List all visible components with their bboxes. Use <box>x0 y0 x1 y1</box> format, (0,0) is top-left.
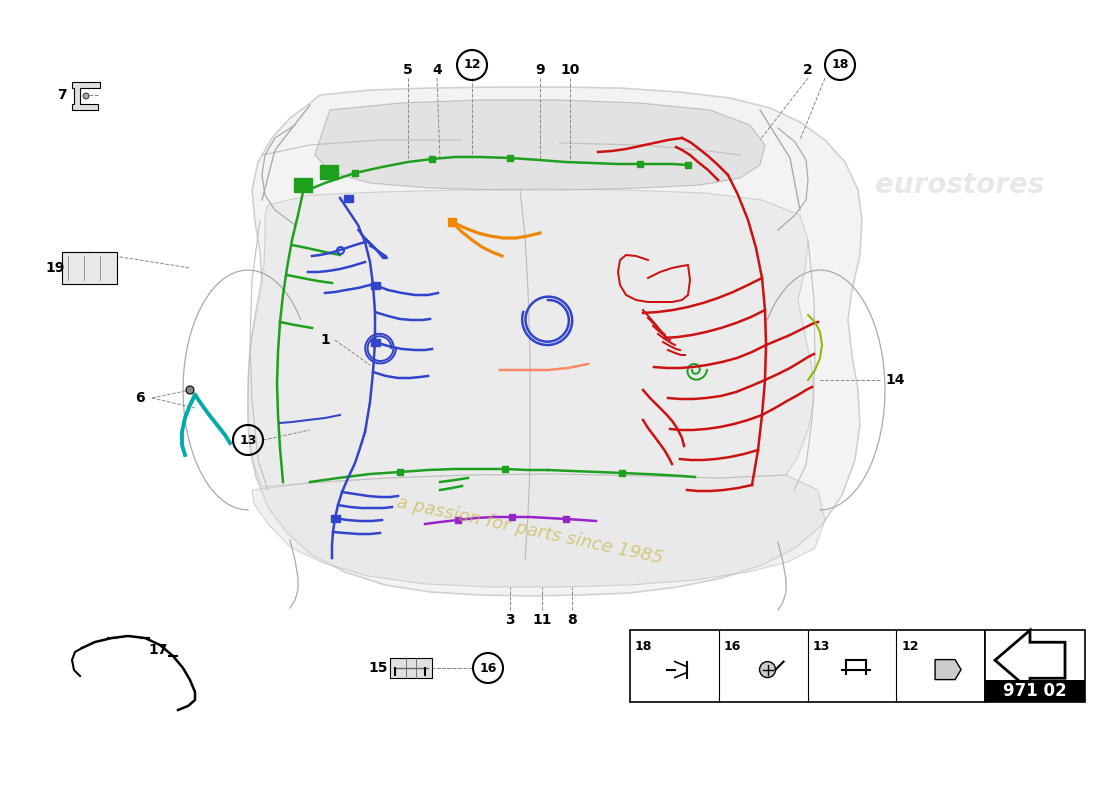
Text: 13: 13 <box>240 434 256 446</box>
Text: 17: 17 <box>148 643 167 657</box>
Text: 971 02: 971 02 <box>1003 682 1067 700</box>
Text: 10: 10 <box>560 63 580 77</box>
Text: 12: 12 <box>901 640 918 653</box>
Polygon shape <box>996 630 1065 690</box>
Bar <box>62 252 117 284</box>
Bar <box>344 195 353 202</box>
Bar <box>390 658 432 678</box>
Text: 9: 9 <box>536 63 544 77</box>
Text: 3: 3 <box>505 613 515 627</box>
Circle shape <box>82 93 89 99</box>
Polygon shape <box>935 659 961 680</box>
Text: 7: 7 <box>57 88 67 102</box>
Polygon shape <box>248 87 862 596</box>
Bar <box>371 339 380 346</box>
Text: 16: 16 <box>480 662 497 674</box>
Circle shape <box>186 386 194 394</box>
Text: 18: 18 <box>635 640 652 653</box>
Text: 12: 12 <box>463 58 481 71</box>
Text: 6: 6 <box>135 391 145 405</box>
Bar <box>320 165 338 179</box>
Polygon shape <box>252 474 825 587</box>
Text: 14: 14 <box>886 373 904 387</box>
Bar <box>984 680 1085 702</box>
Text: 2: 2 <box>803 63 813 77</box>
Text: 11: 11 <box>532 613 552 627</box>
Bar <box>630 630 984 702</box>
Bar <box>371 282 380 289</box>
Text: 1: 1 <box>320 333 330 347</box>
Text: 8: 8 <box>568 613 576 627</box>
Text: 4: 4 <box>432 63 442 77</box>
Text: 19: 19 <box>45 261 65 275</box>
Text: a passion for parts since 1985: a passion for parts since 1985 <box>395 493 664 567</box>
Text: eurostores: eurostores <box>876 171 1045 199</box>
Text: 5: 5 <box>403 63 412 77</box>
Text: 16: 16 <box>724 640 741 653</box>
Text: 18: 18 <box>832 58 849 71</box>
Polygon shape <box>315 100 764 190</box>
Text: 15: 15 <box>368 661 387 675</box>
Bar <box>331 515 340 522</box>
Text: 13: 13 <box>813 640 829 653</box>
Circle shape <box>760 662 775 678</box>
Polygon shape <box>72 82 100 110</box>
Bar <box>984 630 1085 702</box>
Polygon shape <box>248 189 814 487</box>
Bar <box>294 178 312 192</box>
